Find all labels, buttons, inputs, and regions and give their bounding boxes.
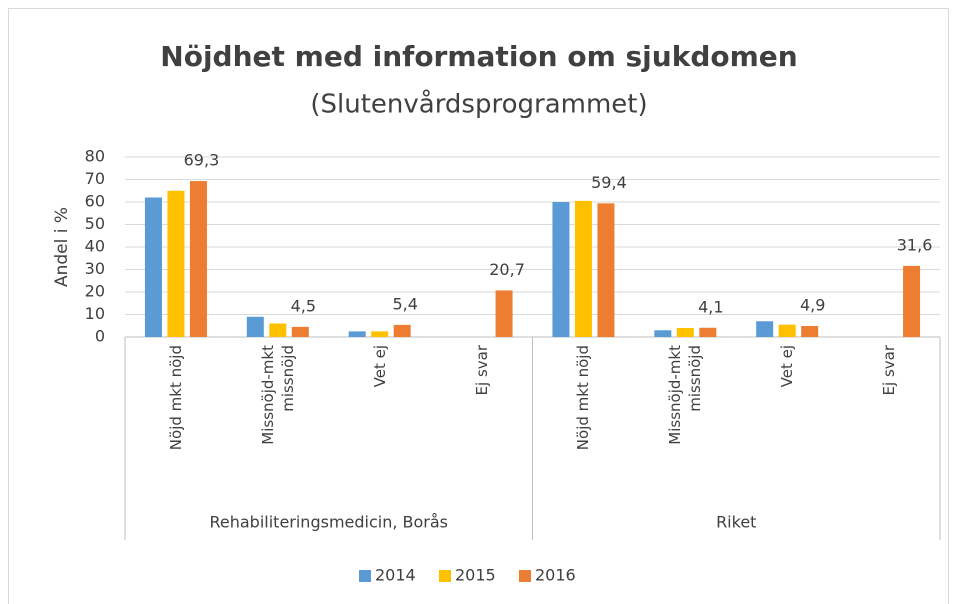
- data-label: 31,6: [897, 235, 933, 254]
- x-tick-label: Missnöjd-mkt missnöjd: [666, 345, 705, 445]
- legend-swatch: [519, 570, 531, 582]
- data-label: 5,4: [392, 294, 417, 313]
- chart-border: [8, 8, 949, 604]
- bar: [654, 330, 672, 337]
- x-tick-label: Nöjd mkt nöjd: [166, 345, 185, 451]
- y-tick-label: 30: [85, 259, 105, 278]
- x-tick-label: Missnöjd-mkt missnöjd: [258, 345, 297, 445]
- data-label: 59,4: [591, 173, 627, 192]
- bar: [269, 323, 287, 337]
- bar: [144, 197, 162, 337]
- bar: [778, 324, 796, 337]
- bar: [801, 325, 819, 337]
- legend-swatch: [359, 570, 371, 582]
- legend-label: 2014: [375, 566, 416, 585]
- y-tick-label: 0: [95, 327, 105, 346]
- bar: [756, 321, 774, 337]
- x-tick-label: Vet ej: [370, 345, 389, 388]
- data-label: 20,7: [489, 260, 525, 279]
- x-tick-label: Vet ej: [778, 345, 797, 388]
- x-tick-label: Nöjd mkt nöjd: [574, 345, 593, 451]
- bar: [348, 331, 366, 337]
- y-tick-label: 50: [85, 214, 105, 233]
- x-tick-label: Ej svar: [880, 345, 899, 396]
- y-axis-label: Andel i %: [52, 207, 72, 287]
- y-tick-label: 60: [85, 192, 105, 211]
- bar: [699, 327, 717, 337]
- bar: [393, 324, 411, 337]
- bar: [189, 181, 207, 337]
- y-tick-label: 10: [85, 304, 105, 323]
- group-label: Rehabiliteringsmedicin, Borås: [209, 513, 448, 532]
- bar: [246, 316, 264, 337]
- bar: [371, 331, 389, 337]
- bar: [495, 290, 513, 337]
- data-label: 4,5: [291, 296, 316, 315]
- bar: [167, 190, 185, 337]
- data-label: 4,9: [800, 295, 825, 314]
- bar: [676, 328, 694, 337]
- data-label: 69,3: [184, 151, 220, 170]
- chart-title: Nöjdhet med information om sjukdomen: [160, 40, 797, 73]
- y-tick-label: 40: [85, 237, 105, 256]
- bar: [574, 200, 592, 337]
- legend-label: 2015: [455, 566, 496, 585]
- legend-swatch: [439, 570, 451, 582]
- bar: [291, 326, 309, 337]
- group-label: Riket: [716, 513, 756, 532]
- chart-subtitle: (Slutenvårdsprogrammet): [310, 89, 647, 120]
- x-tick-label: Ej svar: [472, 345, 491, 396]
- bar: [552, 202, 570, 337]
- data-label: 4,1: [698, 297, 723, 316]
- bar: [903, 265, 921, 337]
- y-tick-label: 20: [85, 282, 105, 301]
- legend-label: 2016: [535, 566, 576, 585]
- y-tick-label: 70: [85, 169, 105, 188]
- y-tick-label: 80: [85, 147, 105, 166]
- bar: [597, 203, 615, 337]
